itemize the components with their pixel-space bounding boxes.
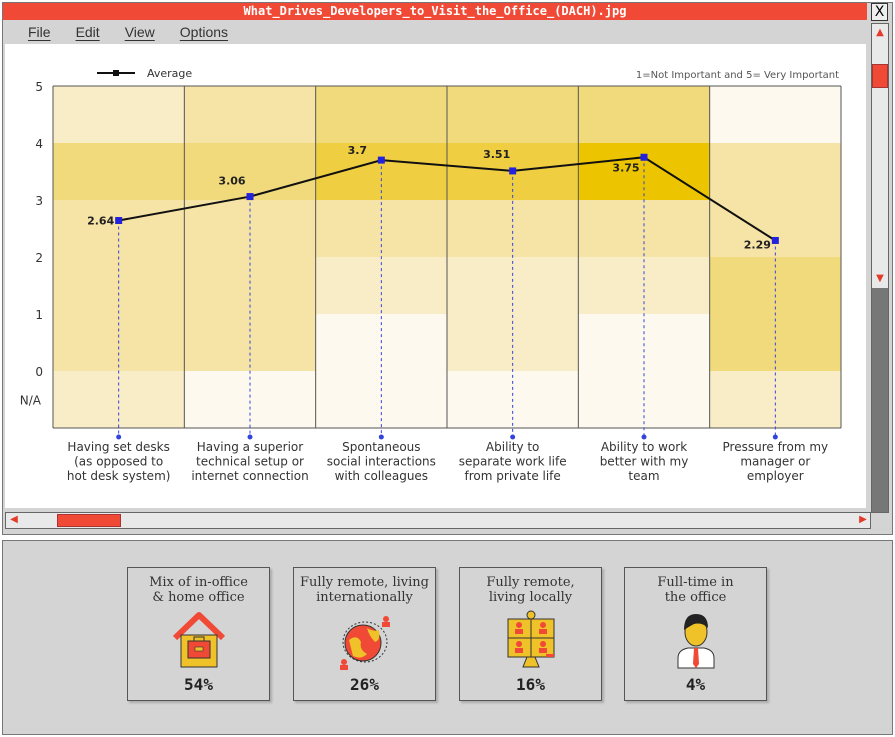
vertical-scroll-thumb[interactable] xyxy=(872,64,888,88)
y-tick-label: 4 xyxy=(35,137,43,151)
data-label: 3.7 xyxy=(348,144,368,157)
card-value: 4% xyxy=(685,675,706,694)
y-tick-label: 2 xyxy=(35,251,43,265)
data-label: 3.06 xyxy=(218,175,245,188)
category-label: team xyxy=(628,469,659,483)
card-label: Mix of in-office xyxy=(149,575,248,590)
heatmap-cell xyxy=(53,143,185,200)
category-label: Ability to work xyxy=(601,440,687,454)
card-value: 54% xyxy=(184,675,213,694)
data-label: 3.75 xyxy=(612,161,639,174)
y-tick-label: 5 xyxy=(35,80,43,94)
horizontal-scrollbar[interactable]: ◀ ▶ xyxy=(5,512,871,529)
card-label: living locally xyxy=(488,590,573,605)
category-label: with colleagues xyxy=(335,469,428,483)
scale-note: 1=Not Important and 5= Very Important xyxy=(636,70,839,81)
heatmap-cell xyxy=(53,257,185,314)
card-label: Fully remote, living xyxy=(300,575,429,590)
legend-marker xyxy=(113,70,119,76)
data-label: 3.51 xyxy=(483,148,510,161)
scroll-up-arrow[interactable]: ▲ xyxy=(876,27,884,38)
axis-dot xyxy=(247,434,253,440)
heatmap-cell xyxy=(53,86,185,143)
card-remote-international: Fully remote, living internationally 26% xyxy=(293,567,436,701)
card-label: the office xyxy=(664,590,727,605)
axis-dot xyxy=(641,434,647,440)
axis-dot xyxy=(510,434,516,440)
card-label: & home office xyxy=(152,590,245,605)
heatmap-line-chart: 5 4 3 2 1 0 N/A Average 1=Not Important and 5= V… xyxy=(20,67,842,483)
category-label: Spontaneous xyxy=(342,440,420,454)
card-label: Full-time in xyxy=(657,575,734,590)
legend-label: Average xyxy=(147,67,192,80)
category-label: Pressure from my xyxy=(723,440,829,454)
axis-dot xyxy=(378,434,384,440)
category-label: Ability to xyxy=(486,440,540,454)
vertical-scrollbar[interactable]: ▲ ▼ xyxy=(871,23,889,513)
data-label: 2.29 xyxy=(744,238,771,251)
category-label: employer xyxy=(747,469,804,483)
card-office: Full-time in the office 4% xyxy=(624,567,767,701)
data-point xyxy=(509,167,517,175)
category-label: social interactions xyxy=(327,455,436,469)
y-tick-label: 1 xyxy=(35,308,43,322)
card-remote-local: Fully remote, living locally 16% xyxy=(459,567,602,701)
heatmap-cell xyxy=(184,86,316,143)
axis-dot xyxy=(772,434,778,440)
data-point xyxy=(377,156,385,164)
average-line xyxy=(118,156,776,242)
heatmap-cell xyxy=(315,86,447,143)
y-tick-label: N/A xyxy=(20,394,42,408)
video-call-icon xyxy=(507,610,554,668)
menu-file[interactable]: File xyxy=(28,24,51,40)
heatmap-cell xyxy=(709,86,841,143)
chart-area: 5 4 3 2 1 0 N/A Average 1=Not Important and 5= V… xyxy=(5,44,866,508)
category-label: better with my xyxy=(600,455,689,469)
axis-dot xyxy=(116,434,122,440)
scroll-track xyxy=(872,288,888,512)
y-tick-label: 3 xyxy=(35,194,43,208)
heatmap-cell xyxy=(709,143,841,200)
menu-bar: File Edit View Options xyxy=(3,21,241,43)
heatmap-cell xyxy=(184,371,316,428)
globe-people-icon xyxy=(339,616,390,670)
category-label: Having set desks xyxy=(67,440,169,454)
heatmap-cell xyxy=(184,143,316,200)
scroll-left-arrow[interactable]: ◀ xyxy=(10,514,18,525)
category-label: hot desk system) xyxy=(67,469,171,483)
category-label: from private life xyxy=(465,469,561,483)
office-worker-icon xyxy=(677,614,714,669)
card-hybrid: Mix of in-office & home office 54% xyxy=(127,567,270,701)
card-value: 26% xyxy=(350,675,379,694)
card-label: Fully remote, xyxy=(486,575,575,590)
category-label: Having a superior xyxy=(197,440,303,454)
menu-options[interactable]: Options xyxy=(179,24,229,40)
heatmap-cell xyxy=(447,86,579,143)
close-button[interactable]: X xyxy=(871,3,888,21)
category-label: separate work life xyxy=(459,455,567,469)
heatmap-cell xyxy=(578,86,710,143)
y-tick-label: 0 xyxy=(35,365,43,379)
work-mode-panel: Mix of in-office & home office 54% Fully … xyxy=(2,540,893,735)
category-label: (as opposed to xyxy=(74,455,163,469)
category-label: manager or xyxy=(740,455,810,469)
horizontal-scroll-thumb[interactable] xyxy=(57,514,121,527)
scroll-down-arrow[interactable]: ▼ xyxy=(876,273,884,284)
heatmap-cell xyxy=(53,371,185,428)
menu-view[interactable]: View xyxy=(124,24,155,40)
card-label: internationally xyxy=(316,590,413,605)
data-point xyxy=(115,217,123,225)
heatmap-cell xyxy=(184,257,316,314)
category-label: technical setup or xyxy=(196,455,304,469)
card-value: 16% xyxy=(516,675,545,694)
house-briefcase-icon xyxy=(172,612,225,668)
window-title: What_Drives_Developers_to_Visit_the_Offi… xyxy=(3,3,867,20)
data-point xyxy=(771,236,779,244)
menu-edit[interactable]: Edit xyxy=(75,24,100,40)
category-label: internet connection xyxy=(191,469,308,483)
data-point xyxy=(640,153,648,161)
data-label: 2.64 xyxy=(87,215,114,228)
scroll-right-arrow[interactable]: ▶ xyxy=(859,514,867,525)
data-point xyxy=(246,193,254,201)
